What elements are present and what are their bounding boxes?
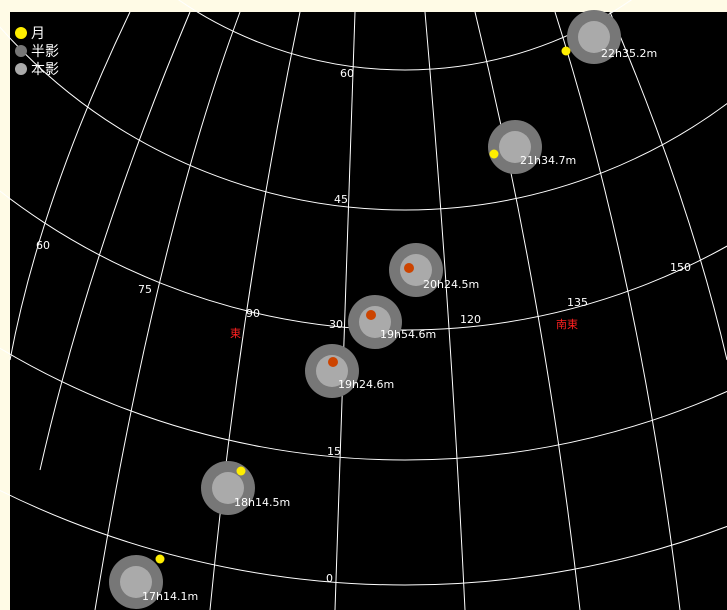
alt-label: 45 [334,193,348,206]
az-label: 150 [670,261,691,274]
azimuth-line [39,11,191,471]
azimuth-line [209,11,301,610]
legend-moon-swatch [15,27,27,39]
az-label: 135 [567,296,588,309]
umbra-disk [120,566,152,598]
alt-label: 0 [326,572,333,585]
legend: 月 半影 本影 [15,26,59,78]
legend-moon-label: 月 [31,26,45,42]
moon-disk [561,46,571,56]
moon-disk [328,357,338,367]
altitude-circle-0 [0,489,727,586]
altitude-circle-15 [0,347,727,461]
moon-disk [366,310,376,320]
direction-east: 東 [230,327,241,340]
altitude-circle-45 [0,26,727,211]
event-time-label: 17h14.1m [142,590,198,603]
azimuth-line [424,11,466,610]
umbra-disk [400,254,432,286]
azimuth-line [94,11,241,610]
az-label: 90 [246,307,260,320]
azimuth-line [609,11,727,361]
azimuth-line [554,11,681,610]
az-label: 120 [460,313,481,326]
azimuth-grid [9,11,727,610]
alt-label: 60 [340,67,354,80]
event-time-label: 19h24.6m [338,378,394,391]
legend-umbra-label: 本影 [31,62,59,78]
umbra-disk [499,131,531,163]
event-time-label: 22h35.2m [601,47,657,60]
event-1814: 18h14.5m [201,461,290,515]
moon-disk [236,466,246,476]
umbra-disk [578,21,610,53]
alt-label: 30 [329,318,343,331]
legend-umbra-swatch [15,63,27,75]
event-time-label: 19h54.6m [380,328,436,341]
event-1714: 17h14.1m [109,554,198,609]
altitude-labels: 60 45 30 15 0 [326,67,354,585]
umbra-disk [316,355,348,387]
event-1954: 19h54.6m [348,295,436,349]
alt-label: 15 [327,445,341,458]
event-time-label: 20h24.5m [423,278,479,291]
legend-penumbra-swatch [15,45,27,57]
altitude-circle-30 [0,190,727,331]
az-label: 60 [36,239,50,252]
altitude-grid [0,0,727,586]
legend-penumbra-label: 半影 [31,44,59,60]
moon-disk [404,263,414,273]
azimuth-line [9,11,131,361]
direction-southeast: 南東 [556,318,578,331]
altitude-circle-60 [178,0,632,71]
az-label: 75 [138,283,152,296]
moon-disk [155,554,165,564]
event-1924: 19h24.6m [305,344,394,398]
event-2024: 20h24.5m [389,243,479,297]
event-2235: 22h35.2m [561,10,657,64]
event-time-label: 18h14.5m [234,496,290,509]
azimuth-line [334,11,356,610]
event-2134: 21h34.7m [488,120,576,174]
azimuth-line [474,11,581,610]
moon-disk [489,149,499,159]
event-time-label: 21h34.7m [520,154,576,167]
azimuth-labels: 60 75 90 120 135 150 [36,239,691,326]
umbra-disk [212,472,244,504]
